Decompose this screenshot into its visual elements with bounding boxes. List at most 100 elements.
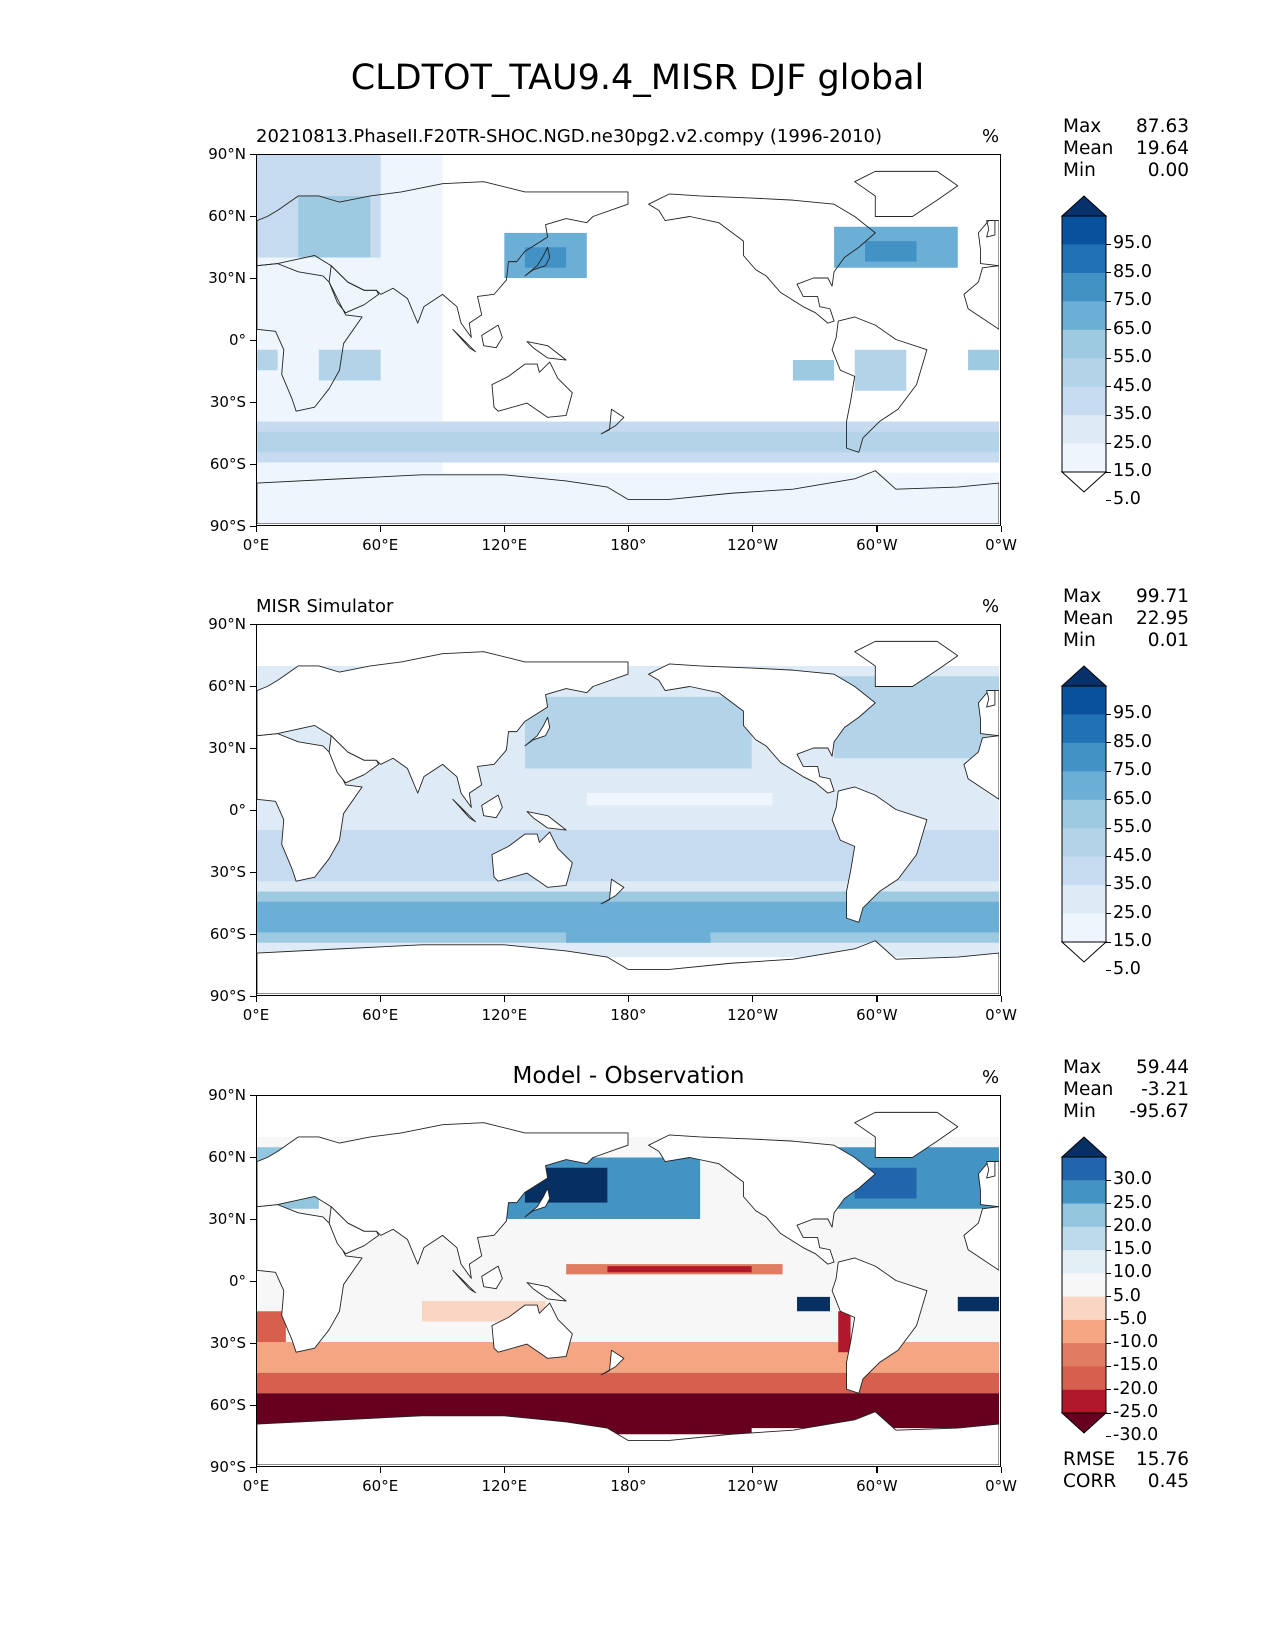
lon-tick: [503, 996, 506, 1002]
colorbar-tick-label: 75.0: [1113, 290, 1152, 311]
colorbar-tick: [1106, 913, 1111, 915]
lat-tick-label: 60°N: [208, 677, 246, 695]
unit-label: %: [982, 1067, 1000, 1088]
lat-tick: [250, 1218, 256, 1220]
field-band: [607, 339, 711, 360]
colorbar-tick-label: -20.0: [1113, 1378, 1159, 1399]
colorbar-tick: [1106, 969, 1111, 971]
colorbar-segment: [1062, 301, 1106, 331]
lon-tick: [628, 996, 630, 1002]
colorbar-segment: [1062, 1319, 1106, 1344]
stat-value: -3.21: [1141, 1079, 1189, 1100]
lon-tick: [379, 996, 381, 1002]
lon-tick-label: 60°W: [856, 536, 898, 554]
colorbar-tick: [1106, 799, 1111, 801]
field-band: [586, 793, 773, 806]
colorbar-segment: [1062, 244, 1106, 274]
lat-tick-label: 60°S: [209, 1396, 246, 1414]
lon-tick-label: 0°E: [242, 536, 270, 554]
field-band: [524, 247, 567, 268]
colorbar-segment: [1062, 1157, 1106, 1181]
panel-title: Model - Observation: [512, 1063, 745, 1089]
coastline: [963, 1206, 999, 1271]
colorbar-tick-label: 25.0: [1113, 1192, 1152, 1213]
colorbar-tick-label: 75.0: [1113, 760, 1152, 781]
colorbar-tick-label: 95.0: [1113, 233, 1152, 254]
field-band: [318, 349, 381, 381]
field-band: [257, 1372, 999, 1394]
lon-tick: [628, 526, 630, 532]
lon-tick: [1000, 1467, 1002, 1473]
lon-tick: [255, 1467, 257, 1473]
coastline: [257, 470, 999, 524]
colorbar-segment: [1062, 686, 1106, 715]
colorbar-segment: [1062, 415, 1106, 445]
stat-row: Mean -3.21: [1063, 1079, 1189, 1101]
lon-tick-label: 120°W: [727, 1477, 779, 1495]
lat-tick-label: 30°N: [208, 269, 246, 287]
stat-name: Mean: [1063, 1079, 1114, 1100]
lon-tick-label: 0°E: [242, 1006, 270, 1024]
stat-value: 15.76: [1136, 1449, 1189, 1470]
lat-tick-label: 90°S: [209, 517, 246, 535]
colorbar-tick-label: 95.0: [1113, 703, 1152, 724]
colorbar-frame: [1061, 685, 1107, 943]
coastline: [600, 408, 625, 435]
colorbar: [1060, 1136, 1108, 1434]
coastline: [491, 1302, 573, 1359]
colorbar: [1060, 665, 1108, 963]
field-band: [607, 1266, 752, 1273]
stat-value: 87.63: [1136, 116, 1189, 137]
coastline: [257, 1122, 629, 1279]
lon-tick-label: 120°W: [727, 1006, 779, 1024]
lat-tick-label: 60°N: [208, 207, 246, 225]
colorbar-tick-label: 45.0: [1113, 845, 1152, 866]
panel-title: 20210813.PhaseII.F20TR-SHOC.NGD.ne30pg2.…: [256, 126, 883, 147]
coastline: [963, 735, 999, 800]
lon-tick: [255, 526, 257, 532]
lat-tick-label: 30°S: [209, 393, 246, 411]
field-band: [257, 472, 999, 524]
colorbar-extend-bottom: [1060, 941, 1108, 963]
map-panel: [256, 154, 1001, 526]
colorbar-segment: [1062, 358, 1106, 388]
coastline: [452, 1269, 476, 1294]
map-panel: [256, 624, 1001, 996]
lat-tick-label: 90°S: [209, 987, 246, 1005]
lon-tick-label: 120°E: [481, 536, 528, 554]
lon-tick: [752, 996, 754, 1002]
coastline: [452, 328, 476, 353]
lon-tick-label: 120°E: [481, 1006, 528, 1024]
colorbar-tick: [1106, 243, 1111, 245]
field-band: [586, 1403, 752, 1435]
lon-tick: [503, 526, 506, 532]
coastline: [328, 735, 380, 784]
colorbar-segment: [1062, 216, 1106, 245]
colorbar-tick-label: -30.0: [1113, 1425, 1159, 1446]
coastline: [257, 1411, 999, 1465]
lon-tick: [1000, 526, 1002, 532]
stat-name: Mean: [1063, 138, 1114, 159]
stat-name: RMSE: [1063, 1449, 1116, 1470]
colorbar-tick-label: 55.0: [1113, 817, 1152, 838]
colorbar-svg: [1060, 1136, 1108, 1434]
lon-tick: [379, 526, 381, 532]
lat-tick-label: 90°N: [208, 1086, 246, 1104]
lat-tick-label: 30°S: [209, 1334, 246, 1352]
coastline: [854, 170, 959, 217]
coastline: [986, 1161, 996, 1179]
lat-tick: [250, 995, 256, 997]
colorbar-segment: [1062, 1226, 1106, 1251]
colorbar-tick: [1106, 1319, 1111, 1321]
stat-row: RMSE 15.76: [1063, 1449, 1189, 1471]
stat-name: Min: [1063, 160, 1096, 181]
unit-label: %: [982, 596, 1000, 617]
lon-tick: [628, 1467, 630, 1473]
coastline: [831, 786, 928, 923]
lat-tick-label: 90°S: [209, 1458, 246, 1476]
field-band: [298, 196, 371, 258]
field-band: [957, 1296, 999, 1312]
coastline: [526, 341, 567, 361]
stat-row: Min -95.67: [1063, 1101, 1189, 1123]
lat-tick: [250, 339, 256, 341]
